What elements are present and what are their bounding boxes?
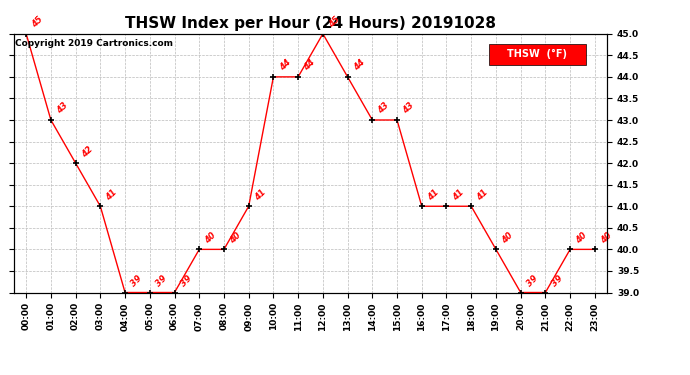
Text: Copyright 2019 Cartronics.com: Copyright 2019 Cartronics.com xyxy=(15,39,173,48)
Text: 42: 42 xyxy=(80,144,95,159)
Text: 41: 41 xyxy=(104,188,119,202)
Text: THSW  (°F): THSW (°F) xyxy=(507,50,567,60)
Title: THSW Index per Hour (24 Hours) 20191028: THSW Index per Hour (24 Hours) 20191028 xyxy=(125,16,496,31)
Text: 43: 43 xyxy=(377,101,391,116)
Text: 40: 40 xyxy=(500,231,515,245)
Text: 41: 41 xyxy=(253,188,268,202)
Text: 39: 39 xyxy=(154,274,168,288)
Text: 39: 39 xyxy=(179,274,193,288)
Text: 43: 43 xyxy=(401,101,416,116)
Text: 39: 39 xyxy=(525,274,540,288)
Text: 40: 40 xyxy=(599,231,613,245)
Text: 39: 39 xyxy=(549,274,564,288)
Text: 41: 41 xyxy=(475,188,490,202)
Text: 45: 45 xyxy=(30,15,45,30)
Text: 39: 39 xyxy=(129,274,144,288)
Text: 40: 40 xyxy=(228,231,243,245)
Text: 40: 40 xyxy=(204,231,218,245)
Text: 43: 43 xyxy=(55,101,70,116)
Text: 40: 40 xyxy=(574,231,589,245)
Text: 44: 44 xyxy=(277,58,293,73)
Text: 44: 44 xyxy=(302,58,317,73)
Text: 41: 41 xyxy=(426,188,441,202)
Text: 41: 41 xyxy=(451,188,465,202)
Text: 44: 44 xyxy=(352,58,366,73)
FancyBboxPatch shape xyxy=(489,44,586,65)
Text: 45: 45 xyxy=(327,15,342,30)
